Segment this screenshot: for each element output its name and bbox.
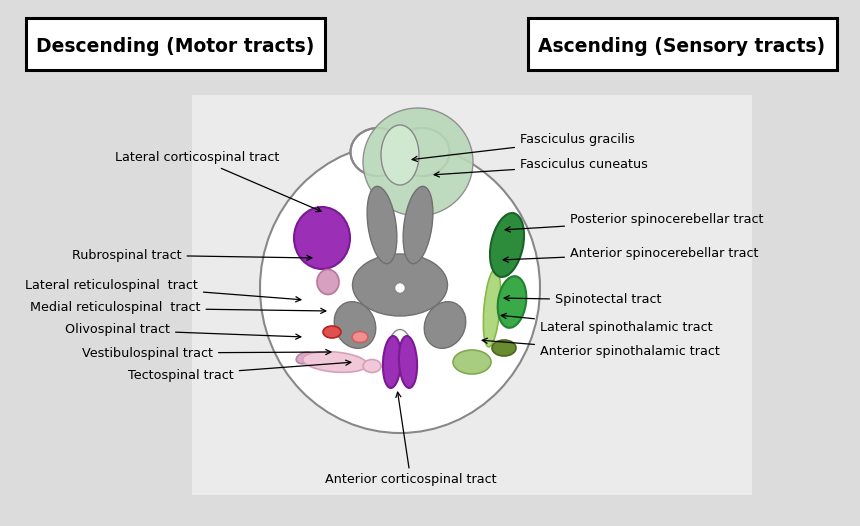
Ellipse shape (260, 143, 540, 433)
Ellipse shape (363, 108, 473, 216)
FancyBboxPatch shape (26, 18, 325, 70)
Ellipse shape (453, 350, 491, 374)
Text: Lateral spinothalamic tract: Lateral spinothalamic tract (501, 313, 713, 335)
Ellipse shape (388, 329, 412, 375)
Text: Medial reticulospinal  tract: Medial reticulospinal tract (30, 301, 326, 315)
Text: Descending (Motor tracts): Descending (Motor tracts) (36, 37, 314, 56)
Text: Ascending (Sensory tracts): Ascending (Sensory tracts) (538, 37, 826, 56)
Text: Rubrospinal tract: Rubrospinal tract (72, 248, 312, 261)
Text: Lateral reticulospinal  tract: Lateral reticulospinal tract (25, 278, 301, 302)
Text: Tectospinal tract: Tectospinal tract (128, 360, 351, 381)
Text: Olivospinal tract: Olivospinal tract (65, 323, 301, 339)
Ellipse shape (424, 302, 466, 348)
Ellipse shape (317, 269, 339, 295)
Text: Fasciculus gracilis: Fasciculus gracilis (412, 134, 635, 161)
Ellipse shape (296, 352, 314, 364)
Circle shape (395, 282, 406, 294)
Ellipse shape (353, 254, 447, 316)
Ellipse shape (492, 340, 516, 356)
Ellipse shape (323, 326, 341, 338)
Text: Spinotectal tract: Spinotectal tract (504, 294, 661, 307)
FancyBboxPatch shape (192, 95, 752, 495)
Text: Anterior spinothalamic tract: Anterior spinothalamic tract (482, 338, 720, 359)
Text: Fasciculus cuneatus: Fasciculus cuneatus (434, 158, 648, 177)
Ellipse shape (352, 331, 368, 342)
Text: Posterior spinocerebellar tract: Posterior spinocerebellar tract (505, 214, 764, 232)
Text: Lateral corticospinal tract: Lateral corticospinal tract (115, 151, 321, 211)
Ellipse shape (303, 352, 367, 372)
Ellipse shape (381, 125, 419, 185)
Ellipse shape (367, 186, 396, 264)
FancyBboxPatch shape (528, 18, 837, 70)
Ellipse shape (483, 269, 501, 347)
Text: Anterior corticospinal tract: Anterior corticospinal tract (325, 392, 496, 487)
Ellipse shape (395, 128, 450, 176)
Text: Vestibulospinal tract: Vestibulospinal tract (82, 347, 331, 359)
Ellipse shape (363, 359, 381, 372)
Ellipse shape (490, 213, 524, 277)
Ellipse shape (383, 336, 401, 388)
Ellipse shape (399, 336, 417, 388)
Text: Anterior spinocerebellar tract: Anterior spinocerebellar tract (503, 247, 759, 262)
Ellipse shape (351, 128, 406, 176)
Ellipse shape (294, 207, 350, 269)
Ellipse shape (403, 186, 433, 264)
Ellipse shape (335, 302, 376, 348)
Ellipse shape (371, 143, 429, 181)
Ellipse shape (498, 276, 526, 328)
